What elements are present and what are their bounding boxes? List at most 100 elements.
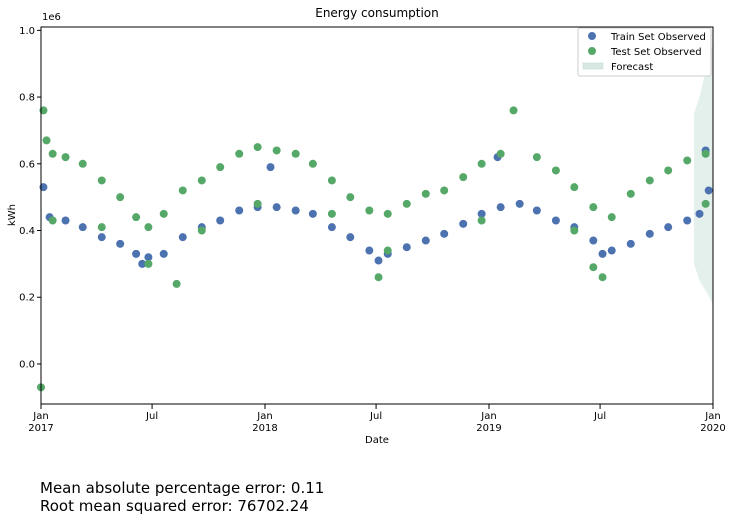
test-point: [570, 183, 579, 192]
x-tick-label: Jan: [32, 411, 48, 422]
train-point: [132, 249, 141, 258]
train-point: [664, 223, 673, 232]
test-point: [626, 189, 635, 198]
x-tick-year-label: 2020: [700, 423, 725, 434]
y-tick-label: 0.6: [19, 159, 35, 170]
test-point: [645, 176, 654, 185]
x-tick-year-label: 2019: [476, 423, 501, 434]
train-point: [589, 236, 598, 245]
test-point: [664, 166, 673, 175]
test-point: [216, 163, 225, 172]
x-tick-label: Jan: [256, 411, 272, 422]
test-point: [178, 186, 187, 195]
test-point: [253, 143, 262, 152]
x-tick-label: Jan: [704, 411, 720, 422]
x-tick-label: Jul: [369, 411, 382, 422]
test-point: [701, 199, 710, 208]
legend-marker-train: [588, 32, 596, 40]
train-point: [178, 233, 187, 242]
train-point: [235, 206, 244, 215]
test-point: [459, 173, 468, 182]
train-point: [626, 239, 635, 248]
train-point: [598, 249, 607, 258]
test-point: [327, 176, 336, 185]
legend-label-train: Train Set Observed: [610, 32, 706, 43]
test-point: [598, 273, 607, 282]
train-point: [308, 209, 317, 218]
test-point: [683, 156, 692, 165]
test-point: [421, 189, 430, 198]
train-point: [402, 243, 411, 252]
test-point: [589, 263, 598, 272]
legend-box: [577, 27, 712, 77]
rmse-text: Root mean squared error: 76702.24: [40, 497, 309, 515]
test-point: [365, 206, 374, 215]
train-point: [374, 256, 383, 265]
train-point: [216, 216, 225, 225]
train-point: [645, 229, 654, 238]
x-tick-label: Jan: [480, 411, 496, 422]
y-tick-label: 0.0: [19, 359, 35, 370]
test-point: [144, 259, 153, 268]
forecast-band: [693, 43, 713, 304]
train-point: [365, 246, 374, 255]
train-point: [695, 209, 704, 218]
y-axis: 0.0 0.2 0.4 0.6 0.8 1.0: [19, 26, 41, 370]
test-point: [383, 246, 392, 255]
legend: Train Set Observed Test Set Observed For…: [577, 27, 712, 77]
test-point: [440, 186, 449, 195]
train-point: [459, 219, 468, 228]
test-point: [253, 199, 262, 208]
train-point: [421, 236, 430, 245]
test-point: [291, 149, 300, 158]
test-point: [132, 213, 141, 222]
x-tick-year-label: 2017: [28, 423, 53, 434]
train-point: [266, 163, 275, 172]
train-point: [346, 233, 355, 242]
legend-label-forecast: Forecast: [611, 62, 653, 73]
x-tick-label: Jul: [145, 411, 158, 422]
test-point: [589, 203, 598, 212]
train-point: [496, 203, 505, 212]
test-point: [308, 159, 317, 168]
test-point: [48, 216, 57, 225]
test-point: [327, 209, 336, 218]
test-point: [383, 209, 392, 218]
train-point: [607, 246, 616, 255]
test-point: [144, 223, 153, 232]
test-point: [272, 146, 281, 155]
y-tick-label: 1.0: [19, 26, 35, 37]
legend-marker-test: [588, 47, 596, 55]
train-point: [532, 206, 541, 215]
test-point: [570, 226, 579, 235]
plot-area: [37, 43, 713, 392]
train-point: [159, 249, 168, 258]
test-point: [159, 209, 168, 218]
train-point: [61, 216, 70, 225]
test-point: [701, 149, 710, 158]
y-tick-label: 0.2: [19, 293, 35, 304]
legend-label-test: Test Set Observed: [610, 47, 702, 58]
train-point: [116, 239, 125, 248]
train-point: [327, 223, 336, 232]
train-point: [272, 203, 281, 212]
test-point: [374, 273, 383, 282]
test-point: [346, 193, 355, 202]
test-point: [532, 153, 541, 162]
plot-frame: [40, 26, 714, 405]
y-tick-label: 0.4: [19, 226, 35, 237]
x-tick-label: Jul: [593, 411, 606, 422]
mape-text: Mean absolute percentage error: 0.11: [40, 479, 325, 497]
train-point: [78, 223, 87, 232]
train-point: [291, 206, 300, 215]
test-point: [197, 226, 206, 235]
y-offset-label: 1e6: [42, 12, 61, 23]
metrics-panel: Mean absolute percentage error: 0.11 Roo…: [40, 479, 324, 515]
legend-marker-forecast: [582, 62, 604, 70]
train-point: [515, 199, 524, 208]
x-tick-year-label: 2018: [252, 423, 277, 434]
y-axis-label: kWh: [7, 204, 18, 226]
chart: Energy consumption 1e6 0.0 0.2 0.4 0.6 0.8 1.…: [7, 6, 726, 446]
test-point: [78, 159, 87, 168]
